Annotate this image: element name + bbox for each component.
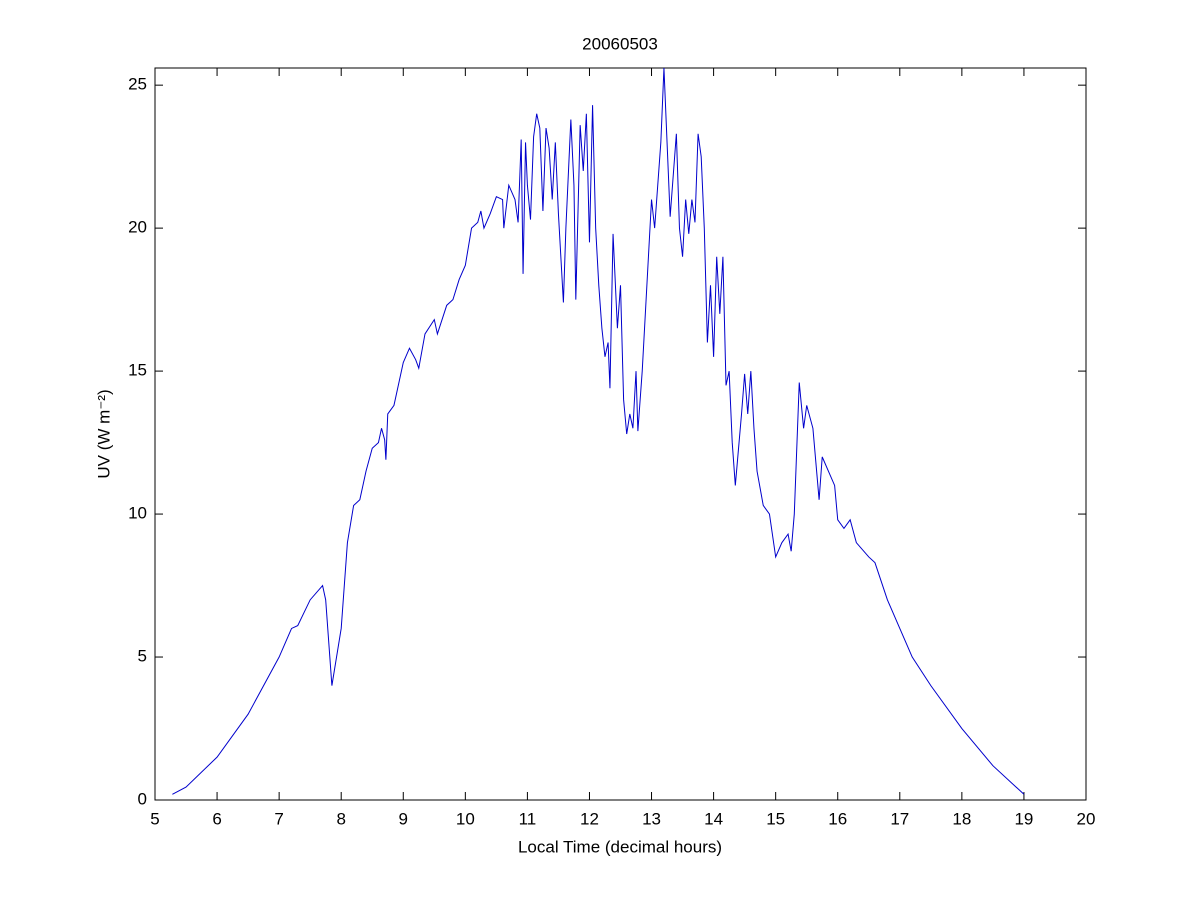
chart-title: 20060503 — [582, 34, 658, 53]
x-tick-label: 14 — [704, 809, 723, 828]
data-line — [172, 67, 1025, 795]
x-tick-label: 20 — [1077, 809, 1096, 828]
y-tick-label: 5 — [138, 647, 147, 666]
x-tick-label: 15 — [766, 809, 785, 828]
x-tick-label: 10 — [456, 809, 475, 828]
x-tick-label: 11 — [519, 809, 537, 828]
y-tick-label: 25 — [128, 75, 147, 94]
y-axis-label: UV (W m⁻²) — [94, 389, 113, 478]
x-tick-label: 9 — [399, 809, 408, 828]
plot-area — [154, 67, 1087, 801]
x-tick-label: 12 — [580, 809, 599, 828]
x-tick-label: 7 — [274, 809, 283, 828]
x-tick-label: 19 — [1014, 809, 1033, 828]
x-tick-label: 13 — [642, 809, 661, 828]
y-tick-label: 15 — [128, 361, 147, 380]
y-tick-label: 20 — [128, 218, 147, 237]
x-tick-label: 5 — [150, 809, 159, 828]
x-axis-label: Local Time (decimal hours) — [518, 837, 722, 856]
y-tick-label: 10 — [128, 504, 147, 523]
x-tick-label: 17 — [890, 809, 909, 828]
x-tick-label: 16 — [828, 809, 847, 828]
x-tick-label: 18 — [952, 809, 971, 828]
y-tick-label: 0 — [138, 789, 147, 808]
x-tick-label: 8 — [336, 809, 345, 828]
x-tick-label: 6 — [212, 809, 221, 828]
